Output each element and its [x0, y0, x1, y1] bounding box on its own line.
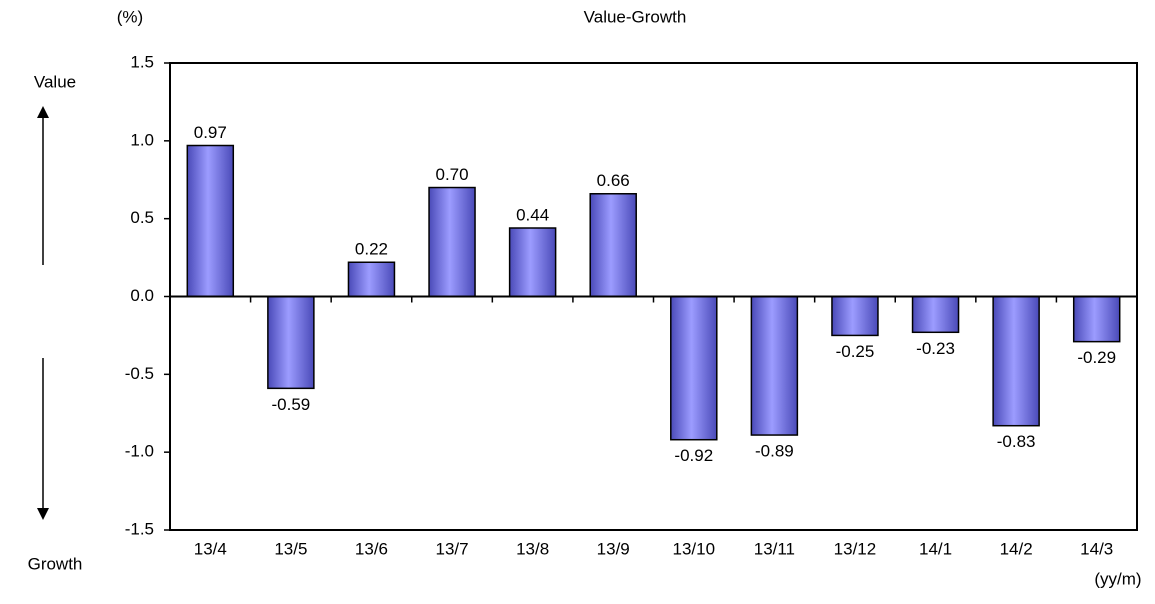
chart-title: Value-Growth — [584, 7, 687, 26]
value-label: -0.29 — [1077, 348, 1116, 367]
y-tick-label: -1.5 — [125, 519, 154, 538]
x-unit: (yy/m) — [1094, 569, 1141, 588]
y-tick-label: 0.5 — [130, 208, 154, 227]
value-label: 0.22 — [355, 240, 388, 259]
y-tick-label: -0.5 — [125, 364, 154, 383]
y-tick-label: 1.5 — [130, 52, 154, 71]
bar — [508, 227, 557, 298]
bar — [911, 295, 960, 334]
value-label: 0.66 — [597, 171, 630, 190]
x-tick-label: 13/8 — [516, 539, 549, 558]
x-tick-label: 14/3 — [1080, 539, 1113, 558]
bar — [428, 186, 476, 298]
x-tick-label: 13/11 — [754, 539, 795, 558]
bar — [992, 295, 1040, 427]
value-label: 0.70 — [435, 165, 468, 184]
y-tick-label: 1.0 — [130, 130, 154, 149]
value-label: 0.44 — [516, 205, 549, 224]
x-tick-label: 13/4 — [194, 539, 227, 558]
x-tick-label: 13/9 — [597, 539, 630, 558]
value-label: -0.23 — [916, 339, 955, 358]
y-unit: (%) — [117, 7, 143, 26]
y-tick-label: -1.0 — [125, 442, 154, 461]
bar — [589, 193, 637, 298]
x-tick-label: 13/12 — [834, 539, 877, 558]
bar — [1072, 295, 1121, 343]
bar — [670, 295, 718, 441]
x-tick-label: 13/10 — [673, 539, 716, 558]
x-tick-label: 13/6 — [355, 539, 388, 558]
value-label: -0.89 — [755, 442, 794, 461]
bar — [347, 261, 396, 298]
x-tick-label: 14/2 — [1000, 539, 1033, 558]
value-label: -0.25 — [836, 342, 875, 361]
x-tick-label: 14/1 — [919, 539, 952, 558]
bar — [186, 144, 235, 298]
value-label: -0.92 — [674, 446, 713, 465]
value-label: 0.97 — [194, 123, 227, 142]
x-tick-label: 13/7 — [435, 539, 468, 558]
value-label: -0.59 — [272, 395, 311, 414]
bar — [831, 295, 879, 337]
y-top-label: Value — [34, 72, 76, 91]
y-tick-label: 0.0 — [130, 286, 154, 305]
x-tick-label: 13/5 — [274, 539, 307, 558]
bar — [750, 295, 799, 436]
y-bottom-label: Growth — [28, 554, 83, 573]
bar — [267, 295, 315, 390]
value-label: -0.83 — [997, 432, 1036, 451]
